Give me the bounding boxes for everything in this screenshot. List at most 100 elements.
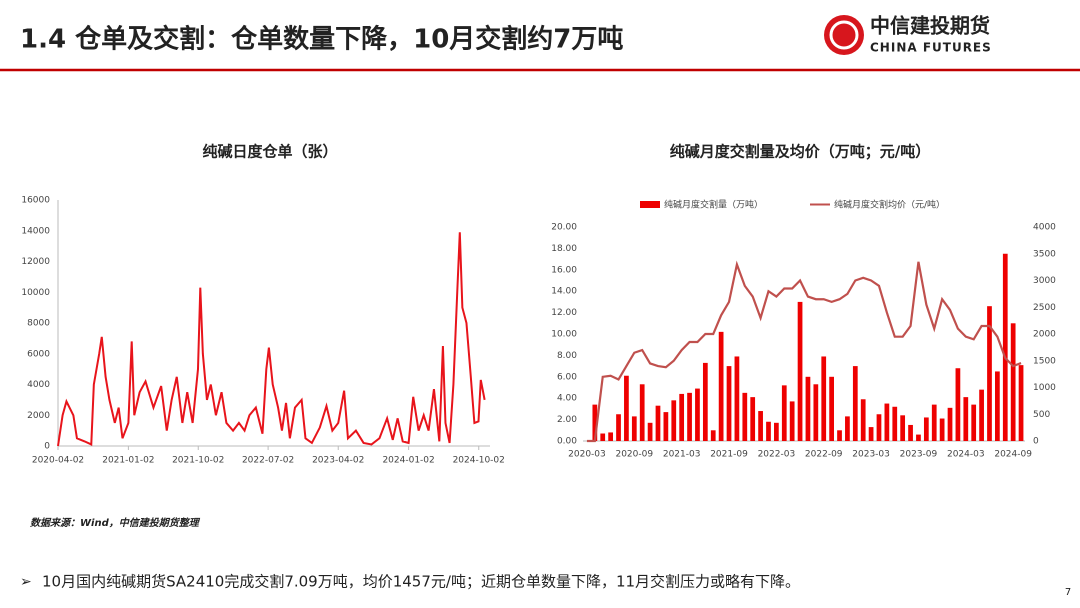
y2-tick-label: 3000 (1033, 276, 1056, 286)
x-tick-label: 2020-09 (615, 450, 653, 460)
y2-tick-label: 500 (1033, 410, 1050, 420)
bar (868, 427, 874, 441)
bar (829, 376, 834, 441)
legend-label: 纯碱月度交割量（万吨） (664, 199, 763, 211)
y-tick-label: 16000 (21, 196, 50, 206)
source-note: 数据来源：Wind，中信建投期货整理 (30, 517, 201, 529)
legend-swatch (640, 201, 660, 208)
bar (671, 400, 677, 441)
y-tick-label: 0.00 (557, 437, 577, 447)
bar (821, 356, 827, 441)
bar (663, 412, 669, 441)
bar (679, 393, 685, 441)
bar (616, 414, 621, 441)
y-tick-label: 8.00 (557, 351, 577, 361)
y2-tick-label: 0 (1033, 437, 1039, 447)
y-tick-label: 14.00 (551, 287, 577, 297)
chart-title: 纯碱月度交割量及均价（万吨；元/吨） (670, 143, 930, 161)
bar (1002, 253, 1008, 441)
x-tick-label: 2021-01-02 (102, 456, 154, 466)
y2-tick-label: 4000 (1033, 223, 1056, 233)
y-tick-label: 10000 (21, 288, 50, 298)
bar (931, 404, 937, 441)
bar (837, 430, 842, 441)
bar (884, 403, 890, 441)
y-tick-label: 4.00 (557, 394, 577, 404)
y-tick-label: 12000 (21, 257, 50, 267)
x-tick-label: 2021-03 (663, 450, 701, 460)
y-tick-label: 6000 (27, 349, 50, 359)
bar (852, 366, 858, 441)
bar (750, 397, 756, 441)
logo-name-en: CHINA FUTURES (870, 41, 992, 55)
bar (1010, 323, 1016, 441)
y-tick-label: 6.00 (557, 372, 577, 382)
bar (687, 392, 692, 441)
bullet-marker: ➢ (20, 574, 32, 590)
slide-title: 1.4 仓单及交割：仓单数量下降，10月交割约7万吨 (20, 24, 623, 55)
y-tick-label: 20.00 (551, 223, 577, 233)
bar (845, 416, 850, 441)
x-tick-label: 2024-03 (947, 450, 985, 460)
bar (647, 422, 653, 441)
bar (892, 406, 898, 441)
bar (631, 416, 637, 441)
y-tick-label: 8000 (27, 319, 50, 329)
bar (900, 415, 906, 441)
y2-tick-label: 3500 (1033, 249, 1056, 259)
bar (592, 404, 598, 441)
y-tick-label: 10.00 (551, 330, 577, 340)
bar (908, 424, 913, 441)
y2-tick-label: 1500 (1033, 356, 1056, 366)
bar (947, 407, 953, 441)
data-line (586, 260, 1022, 443)
x-tick-label: 2021-09 (710, 450, 748, 460)
bar (781, 385, 787, 441)
y-tick-label: 18.00 (551, 244, 577, 254)
x-tick-label: 2022-09 (805, 450, 843, 460)
bar (774, 422, 779, 441)
bar (876, 414, 882, 441)
data-line (57, 232, 486, 447)
y-tick-label: 12.00 (551, 308, 577, 318)
x-tick-label: 2022-03 (758, 450, 796, 460)
x-tick-label: 2023-03 (852, 450, 890, 460)
bar (766, 421, 771, 441)
bar (695, 388, 700, 441)
bar (979, 389, 984, 441)
bar (995, 371, 1000, 441)
x-tick-label: 2021-10-02 (172, 456, 224, 466)
y2-tick-label: 2000 (1033, 330, 1056, 340)
bar (1018, 365, 1024, 441)
x-tick-label: 2024-09 (994, 450, 1032, 460)
bar (805, 376, 811, 441)
y-tick-label: 2000 (27, 411, 50, 421)
y-tick-label: 14000 (21, 226, 50, 236)
bar (600, 433, 606, 441)
bar (955, 368, 961, 441)
bar (813, 384, 819, 441)
bar (726, 366, 732, 441)
x-tick-label: 2024-10-02 (453, 456, 505, 466)
bar (939, 418, 945, 441)
y-tick-label: 4000 (27, 380, 50, 390)
logo-icon-ring (829, 20, 859, 50)
bar (758, 411, 763, 441)
y2-tick-label: 1000 (1033, 383, 1056, 393)
bar (639, 384, 645, 441)
bar (702, 362, 708, 441)
bar (624, 375, 629, 441)
bar (797, 301, 803, 441)
legend-label: 纯碱月度交割均价（元/吨） (834, 199, 945, 211)
y-tick-label: 2.00 (557, 415, 577, 425)
y-tick-label: 16.00 (551, 265, 577, 275)
y-tick-label: 0 (44, 442, 50, 452)
bar (718, 331, 724, 441)
chart-title: 纯碱日度仓单（张） (202, 143, 337, 161)
x-tick-label: 2023-09 (900, 450, 938, 460)
x-tick-label: 2023-04-02 (312, 456, 364, 466)
page-number: 7 (1065, 587, 1071, 598)
bar (923, 417, 929, 441)
x-tick-label: 2024-01-02 (382, 456, 434, 466)
